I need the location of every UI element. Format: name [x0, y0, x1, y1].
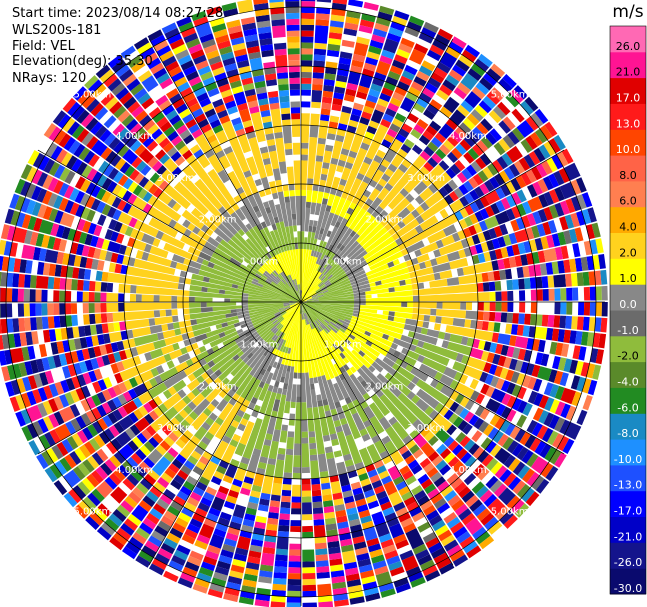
colorbar-tick-18: 13.0 [616, 117, 641, 130]
colorbar-swatch-7 [610, 387, 646, 414]
colorbar-swatch-21 [610, 26, 646, 53]
colorbar-swatch-6 [610, 413, 646, 440]
colorbar-tick-0: -30.0 [614, 582, 642, 595]
ring-label-45-2: 2.00km [365, 215, 403, 226]
colorbar-swatch-2 [610, 516, 646, 543]
colorbar-swatch-18 [610, 103, 646, 130]
colorbar-tick-15: 6.0 [619, 195, 637, 208]
ring-label-315-3: 3.00km [157, 173, 195, 184]
colorbar-tick-7: -6.0 [617, 401, 638, 414]
ring-label-45-5: 5.00km [491, 89, 529, 100]
colorbar-swatch-10 [610, 310, 646, 337]
range-ring-labels: 1.00km 2.00km 3.00km 4.00km 5.00km 1.00km 2.00… [73, 89, 528, 517]
colorbar-tick-3: -17.0 [614, 505, 642, 518]
bin-group-18 [0, 13, 602, 603]
range-rings-and-spokes [0, 0, 605, 606]
spoke-1 [300, 38, 454, 303]
bin-group-3 [0, 0, 596, 594]
ring-label-315-5: 5.00km [73, 89, 111, 100]
ring-label-135-3: 3.00km [407, 423, 445, 434]
colorbar-tick-20: 21.0 [616, 66, 641, 79]
bin-group-8 [0, 1, 608, 605]
colorbar-swatch-12 [610, 258, 646, 285]
spoke-7 [148, 301, 302, 566]
ring-label-225-4: 4.00km [115, 465, 153, 476]
colorbar-swatch-15 [610, 180, 646, 208]
colorbar-tick-8: -4.0 [617, 376, 638, 389]
ring-label-45-3: 3.00km [407, 173, 445, 184]
colorbar: m/s -30.0 -26.0 -21.0 -17.0 -13.0 -10.0 -8.0 -6.… [609, 2, 647, 595]
ring-label-225-1: 1.00km [240, 340, 278, 351]
bin-group-6 [0, 0, 608, 607]
colorbar-frame [609, 25, 647, 595]
colorbar-tick-11: 0.0 [619, 298, 637, 311]
colorbar-tick-17: 10.0 [616, 143, 641, 156]
colorbar-swatch-5 [610, 439, 646, 466]
colorbar-swatch-14 [610, 206, 646, 233]
ring-label-315-2: 2.00km [199, 215, 237, 226]
ring-label-315-1: 1.00km [240, 256, 278, 267]
colorbar-tick-4: -13.0 [614, 479, 642, 492]
ring-label-135-5: 5.00km [491, 507, 529, 518]
spoke-2 [300, 149, 565, 303]
colorbar-tick-14: 4.0 [619, 221, 637, 234]
ring-label-135-1: 1.00km [324, 340, 362, 351]
ring-label-135-2: 2.00km [365, 381, 403, 392]
colorbar-swatch-4 [610, 464, 646, 492]
spoke-11 [148, 38, 302, 303]
ring-label-225-3: 3.00km [157, 423, 195, 434]
colorbar-swatch-1 [610, 542, 646, 569]
spoke-10 [37, 149, 302, 303]
colorbar-tick-10: -1.0 [617, 324, 638, 337]
ring-label-315-4: 4.00km [115, 131, 153, 142]
colorbar-swatch-20 [610, 51, 646, 79]
bin-group-11 [0, 5, 601, 594]
ring-label-45-4: 4.00km [449, 131, 487, 142]
bin-group-0 [23, 13, 608, 593]
radar-bins [0, 0, 608, 607]
ring-label-135-4: 4.00km [449, 465, 487, 476]
colorbar-tick-21: 26.0 [616, 40, 641, 53]
colorbar-swatch-3 [610, 490, 646, 517]
ring-label-45-1: 1.00km [324, 256, 362, 267]
colorbar-tick-1: -26.0 [614, 556, 642, 569]
colorbar-tick-5: -10.0 [614, 453, 642, 466]
colorbar-swatch-8 [610, 361, 646, 388]
ring-label-225-5: 5.00km [73, 507, 111, 518]
station-label: WLS200s-181 [12, 23, 102, 38]
colorbar-tick-2: -21.0 [614, 530, 642, 543]
nrays-label: NRays: 120 [12, 71, 87, 86]
colorbar-swatch-0 [610, 568, 646, 595]
colorbar-tick-9: -2.0 [617, 350, 638, 363]
field-label: Field: VEL [12, 39, 75, 54]
start-time-label: Start time: 2023/08/14 08:27:28 [12, 6, 224, 21]
colorbar-tick-12: 1.0 [619, 272, 637, 285]
colorbar-swatch-11 [610, 284, 646, 311]
elevation-label: Elevation(deg): 35.30 [12, 54, 153, 69]
spoke-4 [300, 301, 565, 455]
ring-label-225-2: 2.00km [199, 381, 237, 392]
colorbar-unit: m/s [612, 2, 643, 22]
colorbar-swatch-9 [610, 335, 646, 363]
colorbar-swatch-17 [610, 129, 646, 156]
colorbar-swatch-16 [610, 155, 646, 182]
colorbar-tick-6: -8.0 [617, 427, 638, 440]
spoke-5 [300, 301, 454, 566]
colorbar-tick-13: 2.0 [619, 246, 637, 259]
spoke-8 [37, 301, 302, 455]
colorbar-swatch-19 [610, 77, 646, 104]
colorbar-tick-16: 8.0 [619, 169, 637, 182]
colorbar-swatch-13 [610, 232, 646, 259]
colorbar-tick-19: 17.0 [616, 92, 641, 105]
